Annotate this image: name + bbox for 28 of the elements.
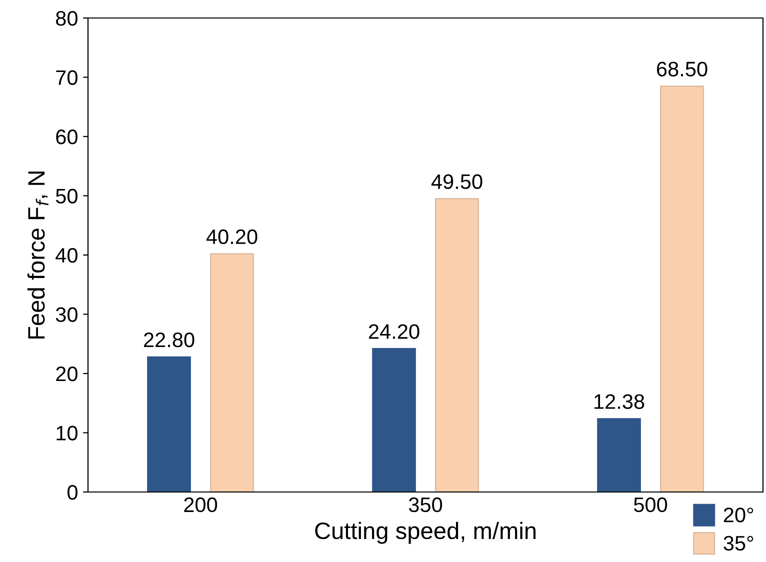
y-axis-title: Feed force F$_{f}$, N [27,172,48,339]
legend-label: 20° [724,508,754,522]
data-label: 12.38 [594,394,644,409]
y-tick-label: 0 [68,485,78,500]
bar [210,253,254,492]
bar [597,418,641,492]
bar [372,348,416,492]
data-label: 49.50 [431,174,482,190]
y-tick-label: 10 [56,426,78,441]
legend-label: 35° [724,536,754,551]
y-tick-label: 70 [56,70,78,86]
y-tick-label: 40 [56,248,78,263]
y-tick-label: 50 [56,188,78,204]
bar [147,356,191,492]
data-label: 68.50 [656,62,708,76]
data-label: 40.20 [206,229,258,244]
bar [435,198,479,492]
x-tick-label: 500 [634,497,668,512]
y-tick-label: 60 [56,130,78,144]
data-label: 22.80 [144,332,194,348]
y-tick-label: 30 [56,307,78,322]
x-tick-label: 350 [408,497,442,512]
x-axis-title: Cutting speed, m/min [315,522,536,544]
data-label: 24.20 [368,324,420,339]
y-tick-label: 20 [56,366,78,382]
x-tick-label: 200 [184,497,218,512]
bar [660,86,704,492]
y-tick-label: 80 [56,11,78,26]
